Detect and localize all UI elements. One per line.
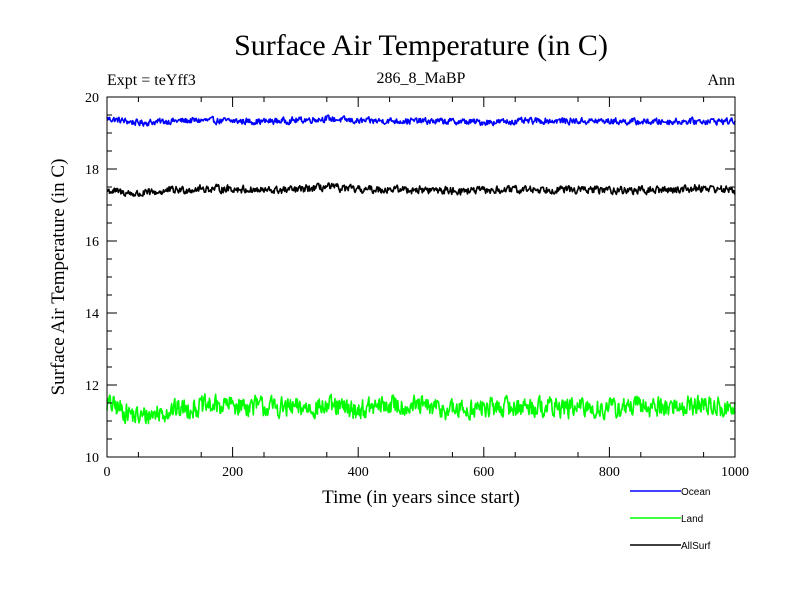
series-line-land [106, 393, 736, 425]
y-tick-label: 14 [85, 307, 99, 322]
series-line-ocean [106, 114, 736, 127]
x-tick-label: 600 [473, 465, 494, 480]
y-axis-label: Surface Air Temperature (in C) [48, 159, 69, 396]
y-tick-label: 12 [85, 379, 99, 394]
expt-label: Expt = teYff3 [107, 72, 196, 89]
y-tick-label: 18 [85, 163, 99, 178]
x-tick-label: 400 [348, 465, 369, 480]
series-line-allsurf [106, 182, 736, 197]
y-tick-label: 10 [85, 451, 99, 466]
x-tick-label: 0 [104, 465, 111, 480]
x-tick-label: 800 [599, 465, 620, 480]
x-axis-label: Time (in years since start) [322, 487, 520, 508]
x-tick-label: 200 [222, 465, 243, 480]
season-label: Ann [707, 72, 735, 89]
axes: 0 200 400 600 800 1000 10 12 14 16 18 20 [85, 91, 749, 480]
plot-lines [106, 114, 736, 425]
legend-label-ocean: Ocean [681, 487, 710, 498]
period-label: 286_8_MaBP [377, 70, 466, 87]
legend-label-land: Land [681, 514, 703, 525]
x-tick-label: 1000 [721, 465, 749, 480]
chart-title: Surface Air Temperature (in C) [234, 29, 608, 62]
legend-label-allsurf: AllSurf [681, 541, 711, 552]
legend: Ocean Land AllSurf [630, 487, 711, 552]
y-tick-label: 20 [85, 91, 99, 106]
y-tick-label: 16 [85, 235, 99, 250]
